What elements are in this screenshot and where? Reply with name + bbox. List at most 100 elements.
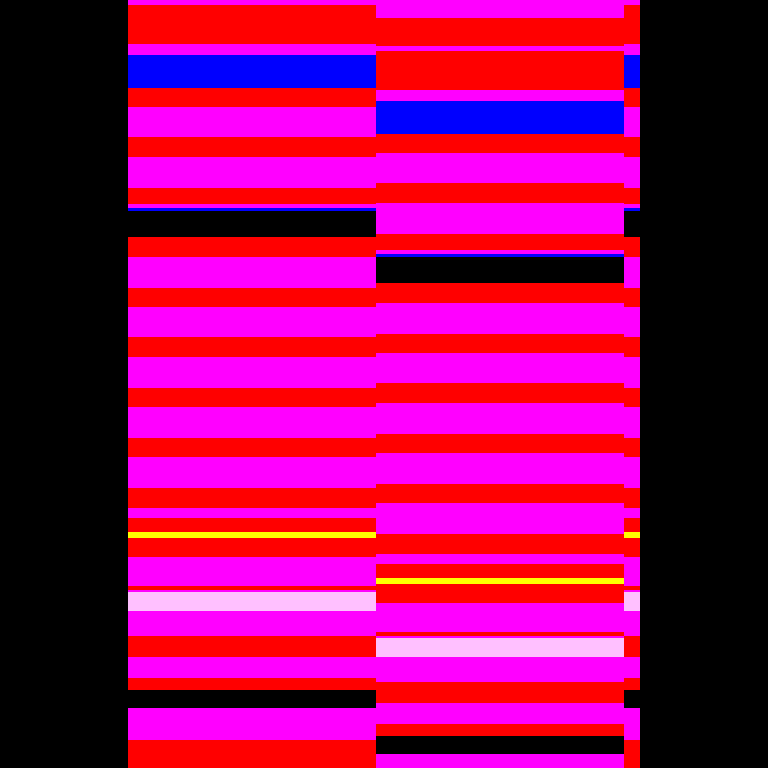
stripe-red <box>128 88 376 107</box>
stripe-yellow <box>128 532 376 538</box>
stripe-magenta <box>624 44 640 55</box>
stripe-magenta <box>624 0 640 5</box>
stripe-red <box>128 518 376 532</box>
stripe-magenta <box>376 353 624 383</box>
stripe-magenta <box>624 708 640 740</box>
stripe-blue <box>376 101 624 134</box>
stripe-red <box>128 636 376 657</box>
stripe-magenta <box>128 0 376 5</box>
stripe-pink-white <box>128 592 376 611</box>
stripe-red <box>624 586 640 590</box>
stripe-magenta <box>624 457 640 488</box>
stripe-magenta <box>376 603 624 632</box>
stripe-red <box>624 337 640 357</box>
stripe-red <box>128 586 376 590</box>
stripe-magenta <box>624 407 640 438</box>
stripe-black <box>128 690 376 708</box>
stripe-black <box>376 736 624 754</box>
stripe-magenta <box>624 657 640 678</box>
stripe-red <box>376 234 624 250</box>
stripe-magenta <box>376 636 624 638</box>
stripe-magenta <box>128 657 376 678</box>
stripe-magenta <box>376 403 624 434</box>
stripe-red <box>624 388 640 407</box>
stripe-red <box>376 383 624 403</box>
stripe-red <box>624 740 640 768</box>
stripe-red <box>624 518 640 532</box>
stripe-red <box>624 488 640 508</box>
stripe-magenta <box>128 557 376 586</box>
stripe-yellow <box>624 532 640 538</box>
stripe-red <box>128 137 376 157</box>
stripe-magenta <box>128 204 376 208</box>
stripe-blue <box>128 208 376 211</box>
stripe-red <box>376 334 624 353</box>
stripe-red <box>376 283 624 303</box>
stripe-column-right <box>624 0 640 768</box>
stripe-column-middle <box>376 0 624 768</box>
stripe-blue <box>624 208 640 211</box>
stripe-blue <box>624 55 640 88</box>
stripe-red <box>376 584 624 603</box>
stripe-magenta <box>624 508 640 518</box>
stripe-red <box>128 237 376 257</box>
stripe-red <box>376 134 624 153</box>
stripe-magenta <box>128 590 376 592</box>
stripe-magenta <box>624 590 640 592</box>
stripe-black <box>128 211 376 237</box>
stripe-pink-white <box>376 638 624 657</box>
stripe-blue <box>376 254 624 257</box>
stripe-red <box>376 484 624 503</box>
stripe-magenta <box>376 203 624 234</box>
stripe-red <box>128 538 376 557</box>
stripe-magenta <box>376 703 624 724</box>
stripe-black <box>624 690 640 708</box>
stripe-red <box>128 438 376 457</box>
stripe-red <box>128 5 376 44</box>
stripe-column-left <box>128 0 376 768</box>
stripe-magenta <box>128 307 376 337</box>
stripe-magenta <box>376 657 624 682</box>
stripe-magenta <box>624 557 640 586</box>
stripe-magenta <box>376 90 624 101</box>
stripe-magenta <box>376 554 624 564</box>
stripe-red <box>128 388 376 407</box>
stripe-yellow <box>376 578 624 584</box>
stripe-red <box>624 237 640 257</box>
stripe-magenta <box>128 257 376 288</box>
stripe-red <box>376 534 624 554</box>
stripe-red <box>376 183 624 203</box>
stripe-magenta <box>128 407 376 438</box>
stripe-red <box>376 724 624 736</box>
stripe-red <box>128 678 376 690</box>
stripe-magenta <box>128 611 376 636</box>
stripe-red <box>624 438 640 457</box>
stripe-red <box>128 488 376 508</box>
stripe-red <box>624 538 640 557</box>
stripe-magenta <box>376 303 624 334</box>
stripe-red <box>624 188 640 204</box>
stripe-black <box>376 257 624 283</box>
stripe-magenta <box>376 0 624 18</box>
stripe-magenta <box>624 107 640 137</box>
stripe-magenta <box>128 508 376 518</box>
stripe-magenta <box>376 453 624 484</box>
stripe-magenta <box>376 503 624 534</box>
stripe-magenta <box>128 44 376 55</box>
stripe-magenta <box>128 107 376 137</box>
stripe-red <box>624 88 640 107</box>
stripe-magenta <box>376 754 624 768</box>
stripe-magenta <box>624 307 640 337</box>
stripe-magenta <box>624 611 640 636</box>
stripe-magenta <box>624 357 640 388</box>
stripe-magenta <box>128 708 376 740</box>
stripe-red <box>376 632 624 636</box>
stripe-red <box>376 18 624 46</box>
stripe-red <box>376 564 624 578</box>
stripe-red <box>128 288 376 307</box>
stripe-magenta <box>128 157 376 188</box>
stripe-magenta <box>376 153 624 183</box>
stripe-red <box>376 682 624 703</box>
stripe-red <box>624 288 640 307</box>
stripe-red <box>624 636 640 657</box>
